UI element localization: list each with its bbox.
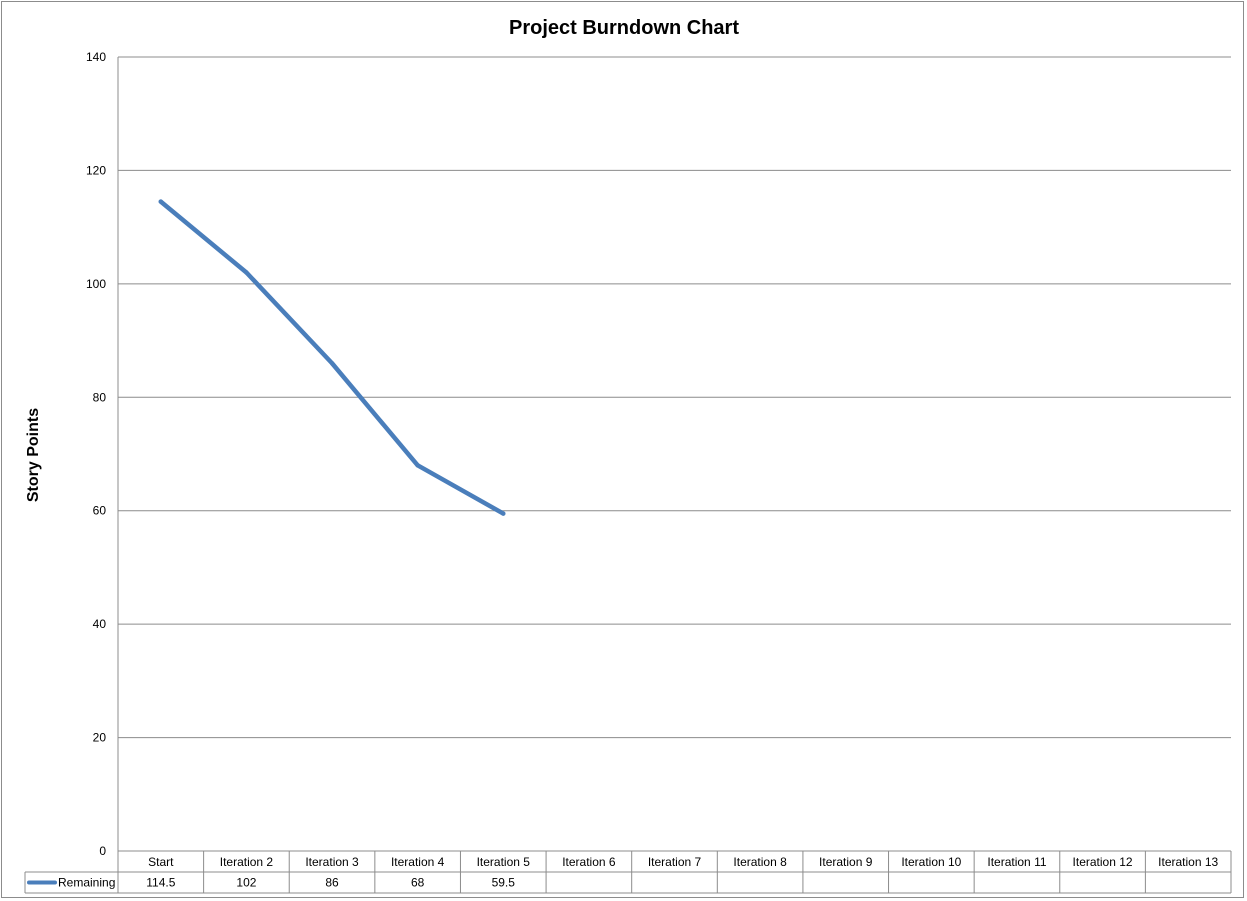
data-table-value: 102 — [236, 876, 256, 890]
series-layer — [158, 199, 506, 516]
x-tick-label: Start — [148, 855, 174, 869]
data-point — [158, 199, 164, 204]
y-tick-label: 100 — [86, 277, 106, 291]
x-tick-label: Iteration 9 — [819, 855, 873, 869]
y-tick-label: 60 — [93, 504, 107, 518]
y-tick-label: 0 — [99, 844, 106, 858]
data-table: Start Iteration 2 Iteration 3 Iteration 4 It… — [24, 850, 1232, 894]
x-tick-label: Iteration 2 — [220, 855, 274, 869]
data-table-value: 59.5 — [492, 876, 516, 890]
y-axis-label: Story Points — [25, 408, 42, 502]
data-point — [501, 511, 506, 516]
data-point — [415, 463, 420, 468]
y-tick-label: 40 — [93, 617, 107, 631]
data-table-value: 114.5 — [146, 876, 175, 890]
data-point — [244, 270, 249, 275]
data-point — [329, 361, 335, 366]
y-tick-label: 80 — [93, 390, 107, 404]
x-tick-label: Iteration 10 — [901, 855, 961, 869]
x-tick-label: Iteration 11 — [987, 855, 1046, 869]
x-tick-label: Iteration 5 — [477, 855, 531, 869]
x-tick-label: Iteration 13 — [1158, 855, 1218, 869]
x-tick-label: Iteration 4 — [391, 855, 445, 869]
data-table-value: 86 — [325, 876, 339, 890]
gridlines — [117, 56, 1231, 893]
series-line-remaining — [158, 199, 506, 516]
x-tick-label: Iteration 6 — [562, 855, 616, 869]
x-tick-label: Iteration 8 — [733, 855, 787, 869]
x-tick-label: Iteration 3 — [305, 855, 359, 869]
legend-series-name: Remaining — [58, 876, 115, 890]
data-table-value: 68 — [411, 876, 425, 890]
y-tick-label: 120 — [86, 163, 106, 177]
x-tick-label: Iteration 12 — [1073, 855, 1133, 869]
y-tick-label: 20 — [93, 731, 107, 745]
y-axis-ticks: 0 20 40 60 80 100 120 140 — [86, 50, 106, 858]
chart-title: Project Burndown Chart — [509, 17, 739, 39]
x-tick-label: Iteration 7 — [648, 855, 702, 869]
y-tick-label: 140 — [86, 50, 106, 64]
